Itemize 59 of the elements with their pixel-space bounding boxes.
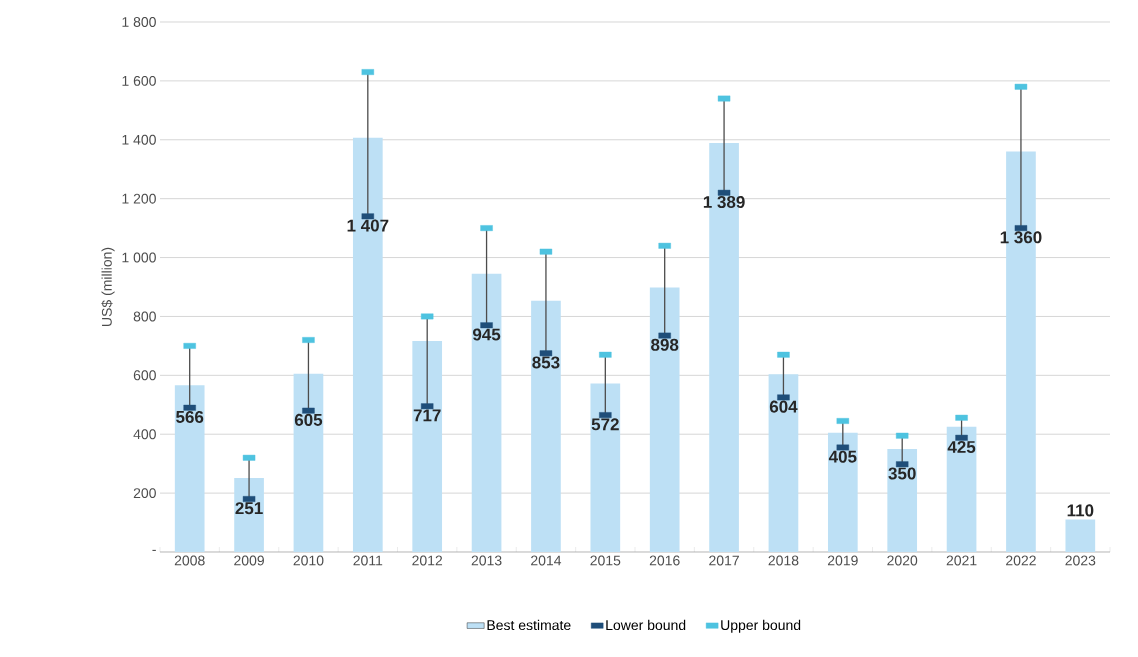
x-tick-label: 2018 <box>768 555 799 566</box>
bar <box>531 300 561 552</box>
y-tick-label: 1 600 <box>122 75 156 86</box>
data-label: 1 389 <box>703 195 745 209</box>
bar <box>234 478 264 552</box>
y-tick-label: 800 <box>133 311 156 322</box>
bar <box>412 340 443 552</box>
x-tick-label: 2019 <box>827 555 858 566</box>
data-label: 566 <box>176 410 204 423</box>
x-tick-label: 2008 <box>174 555 205 566</box>
y-tick-label: 600 <box>133 370 156 381</box>
x-tick-label: 2013 <box>471 555 502 566</box>
data-label: 1 407 <box>347 219 389 232</box>
legend-label: Lower bound <box>606 619 686 631</box>
data-label: 251 <box>235 502 263 515</box>
data-label: 898 <box>651 338 679 351</box>
bar <box>590 383 621 552</box>
data-label: 605 <box>294 413 323 426</box>
x-tick-label: 2022 <box>1006 555 1036 566</box>
x-tick-label: 2020 <box>887 555 918 566</box>
x-tick-label: 2017 <box>709 555 739 566</box>
bar <box>471 273 502 552</box>
bar <box>1065 519 1096 552</box>
x-tick-label: 2012 <box>412 555 443 566</box>
bar <box>649 287 680 552</box>
y-tick-label: 1 200 <box>122 193 156 204</box>
bar <box>174 385 205 552</box>
x-tick-label: 2011 <box>353 555 383 566</box>
y-tick-label: 200 <box>133 488 156 499</box>
data-label: 945 <box>472 328 501 341</box>
y-tick-label: 1 400 <box>122 134 156 145</box>
x-tick-label: 2009 <box>234 555 264 566</box>
y-tick-label: 1 000 <box>122 252 156 263</box>
data-label: 1 360 <box>1000 231 1042 244</box>
bar <box>946 426 977 552</box>
bar <box>768 374 799 552</box>
y-axis-title: US$ (million) <box>101 247 115 326</box>
x-tick-label: 2023 <box>1065 555 1096 566</box>
bar <box>293 373 324 552</box>
x-tick-label: 2015 <box>590 555 621 566</box>
bar <box>887 448 918 552</box>
data-label: 405 <box>828 450 857 463</box>
x-tick-label: 2021 <box>946 555 977 566</box>
bar <box>827 432 858 552</box>
data-label: 425 <box>947 440 976 453</box>
data-label: 350 <box>888 467 916 480</box>
data-label: 717 <box>413 409 441 422</box>
legend-label: Upper bound <box>721 619 801 633</box>
y-tick-label: 1 800 <box>122 17 156 27</box>
y-tick-label: - <box>152 549 156 551</box>
legend-label: Best estimate <box>487 619 571 631</box>
data-label: 853 <box>532 356 560 369</box>
data-label: 604 <box>769 400 798 413</box>
x-tick-label: 2016 <box>649 555 680 566</box>
y-tick-label: 400 <box>133 429 156 440</box>
data-label: 572 <box>591 418 619 431</box>
x-tick-label: 2010 <box>293 555 324 566</box>
x-tick-label: 2014 <box>531 555 562 566</box>
data-label: 110 <box>1067 504 1094 517</box>
